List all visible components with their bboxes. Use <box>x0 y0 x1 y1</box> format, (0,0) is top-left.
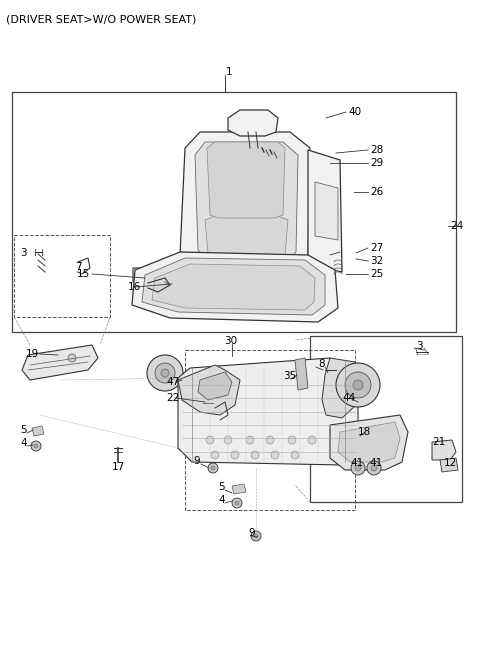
Bar <box>12 92 456 332</box>
Circle shape <box>351 461 365 475</box>
Text: 24: 24 <box>450 221 463 231</box>
Circle shape <box>31 441 41 451</box>
Circle shape <box>208 463 218 473</box>
Text: 5: 5 <box>218 482 225 492</box>
Circle shape <box>231 451 239 459</box>
Circle shape <box>211 451 219 459</box>
Circle shape <box>147 355 183 391</box>
Polygon shape <box>330 415 408 470</box>
Circle shape <box>367 461 381 475</box>
Circle shape <box>211 466 215 470</box>
Polygon shape <box>432 440 456 460</box>
Bar <box>14 235 110 317</box>
Circle shape <box>155 363 175 383</box>
Text: 3: 3 <box>20 248 26 258</box>
Text: 9: 9 <box>193 456 200 466</box>
Circle shape <box>235 501 239 505</box>
Circle shape <box>203 398 213 408</box>
Polygon shape <box>232 484 246 494</box>
Text: 18: 18 <box>358 427 371 437</box>
Polygon shape <box>338 422 400 462</box>
Polygon shape <box>133 268 163 282</box>
Text: 32: 32 <box>370 256 383 266</box>
Circle shape <box>336 363 380 407</box>
Text: 4: 4 <box>218 495 225 505</box>
Text: 44: 44 <box>342 393 355 403</box>
Polygon shape <box>440 458 458 472</box>
Text: 30: 30 <box>224 336 237 346</box>
Text: 22: 22 <box>166 393 179 403</box>
Polygon shape <box>207 142 285 218</box>
Text: 17: 17 <box>111 462 125 472</box>
Text: 19: 19 <box>26 349 39 359</box>
Polygon shape <box>205 215 288 260</box>
Polygon shape <box>32 426 44 436</box>
Text: 41: 41 <box>350 458 363 468</box>
Circle shape <box>246 436 254 444</box>
Polygon shape <box>228 110 278 136</box>
Circle shape <box>353 380 363 390</box>
Circle shape <box>266 436 274 444</box>
Circle shape <box>254 534 258 538</box>
Text: 7: 7 <box>75 262 82 272</box>
Text: 41: 41 <box>369 458 382 468</box>
Circle shape <box>68 354 76 362</box>
Text: 8: 8 <box>318 359 324 369</box>
Text: 27: 27 <box>370 243 383 253</box>
Polygon shape <box>152 264 315 310</box>
Circle shape <box>232 498 242 508</box>
Text: 4: 4 <box>20 438 26 448</box>
Circle shape <box>251 531 261 541</box>
Polygon shape <box>308 150 342 272</box>
Circle shape <box>345 372 371 398</box>
Text: (DRIVER SEAT>W/O POWER SEAT): (DRIVER SEAT>W/O POWER SEAT) <box>6 14 196 24</box>
Text: 21: 21 <box>432 437 445 447</box>
Text: 12: 12 <box>444 458 457 468</box>
Circle shape <box>355 465 361 471</box>
Bar <box>185 350 355 510</box>
Text: 25: 25 <box>370 269 383 279</box>
Circle shape <box>288 436 296 444</box>
Circle shape <box>308 436 316 444</box>
Polygon shape <box>178 358 358 465</box>
Circle shape <box>206 436 214 444</box>
Circle shape <box>161 369 169 377</box>
Text: 3: 3 <box>416 341 422 351</box>
Circle shape <box>251 451 259 459</box>
Circle shape <box>291 451 299 459</box>
Text: 26: 26 <box>370 187 383 197</box>
Polygon shape <box>198 372 232 400</box>
Text: 16: 16 <box>128 282 141 292</box>
Circle shape <box>371 465 377 471</box>
Circle shape <box>34 444 38 448</box>
Text: 5: 5 <box>20 425 26 435</box>
Circle shape <box>271 451 279 459</box>
Text: 40: 40 <box>348 107 361 117</box>
Text: 29: 29 <box>370 158 383 168</box>
Polygon shape <box>132 252 338 322</box>
Polygon shape <box>180 132 310 270</box>
Text: 9: 9 <box>249 528 255 538</box>
Polygon shape <box>295 358 308 390</box>
Polygon shape <box>315 182 338 240</box>
Text: 47: 47 <box>166 377 179 387</box>
Polygon shape <box>22 345 98 380</box>
Text: 28: 28 <box>370 145 383 155</box>
Circle shape <box>224 436 232 444</box>
Text: 15: 15 <box>77 269 90 279</box>
Polygon shape <box>195 142 298 262</box>
Polygon shape <box>322 358 360 418</box>
Text: 35: 35 <box>283 371 296 381</box>
Text: 1: 1 <box>226 67 233 77</box>
Bar <box>310 336 462 502</box>
Polygon shape <box>178 365 240 415</box>
Polygon shape <box>142 258 325 315</box>
